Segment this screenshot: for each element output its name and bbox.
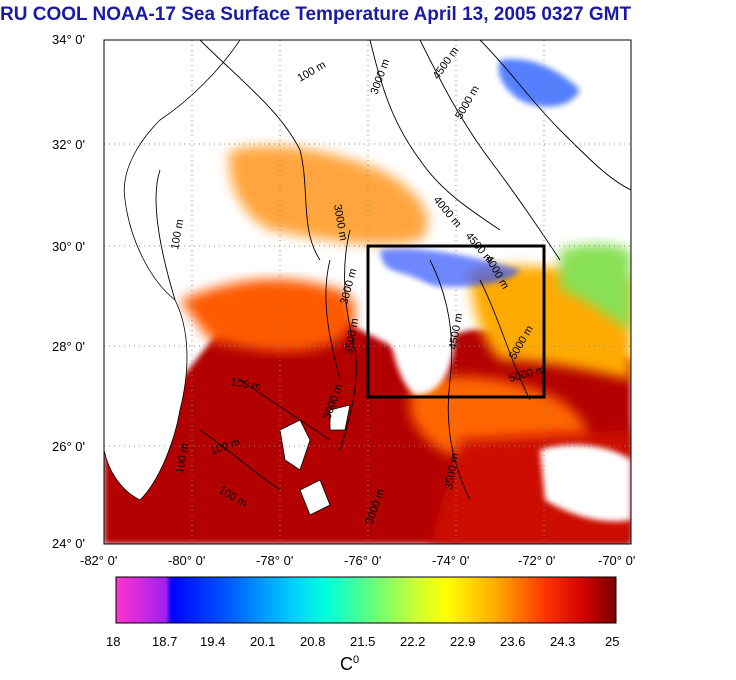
lon-tick-label: -70° 0': [598, 553, 635, 568]
colorbar-tick-label: 22.9: [450, 634, 475, 649]
sst-blue-patches-2: [380, 248, 520, 287]
lon-tick-label: -72° 0': [518, 553, 555, 568]
sst-blue-patches: [498, 59, 580, 107]
study-area-box: [366, 244, 546, 399]
colorbar-tick-label: 18: [106, 634, 120, 649]
lat-tick-label: 26° 0': [52, 439, 85, 454]
colorbar-tick-label: 21.5: [350, 634, 375, 649]
lon-tick-label: -74° 0': [432, 553, 469, 568]
map-title: RU COOL NOAA-17 Sea Surface Temperature …: [0, 4, 632, 25]
lat-tick-label: 30° 0': [52, 239, 85, 254]
lon-tick-label: -82° 0': [80, 553, 117, 568]
sst-cloud-gap: [385, 270, 455, 395]
colorbar-tick-label: 24.3: [550, 634, 575, 649]
sst-green-region: [560, 244, 631, 330]
colorbar-unit: C: [340, 654, 353, 674]
sst-cool-north: [229, 146, 428, 245]
lat-tick-label: 32° 0': [52, 137, 85, 152]
contour-label: 100 m: [174, 442, 191, 474]
colorbar-tick-labels: 18 18.7 19.4 20.1 20.8 21.5 22.2 22.9 23…: [106, 634, 619, 649]
colorbar-unit-sup: 0: [353, 654, 360, 666]
bathymetry-contours: [155, 40, 631, 501]
sst-orange-region: [180, 279, 355, 352]
contour-label: 100 m: [169, 218, 186, 250]
colorbar-tick-label: 25: [605, 634, 619, 649]
colorbar-tick-label: 19.4: [200, 634, 225, 649]
bahamas-land: [279, 404, 351, 516]
colorbar-tick-label: 23.6: [500, 634, 525, 649]
colorbar-tick-label: 20.1: [250, 634, 275, 649]
grid-lines: [104, 40, 631, 544]
map-frame: [103, 39, 632, 545]
longitude-labels: -82° 0' -80° 0' -78° 0' -76° 0' -74° 0' …: [80, 553, 635, 568]
lat-tick-label: 24° 0': [52, 536, 85, 551]
lon-tick-label: -80° 0': [168, 553, 205, 568]
lon-tick-label: -76° 0': [344, 553, 381, 568]
sst-cloud-gap-2: [540, 444, 631, 522]
lat-tick-label: 28° 0': [52, 339, 85, 354]
latitude-labels: 34° 0' 32° 0' 30° 0' 28° 0' 26° 0' 24° 0…: [52, 32, 85, 551]
colorbar-tick-label: 18.7: [152, 634, 177, 649]
colorbar-tick-label: 22.2: [400, 634, 425, 649]
lon-tick-label: -78° 0': [256, 553, 293, 568]
colorbar: [115, 576, 617, 624]
lat-tick-label: 34° 0': [52, 32, 85, 47]
contour-label: 100 m: [229, 376, 261, 393]
sst-field: [104, 40, 631, 544]
colorbar-unit-label: C0: [340, 654, 359, 675]
colorbar-tick-label: 20.8: [300, 634, 325, 649]
